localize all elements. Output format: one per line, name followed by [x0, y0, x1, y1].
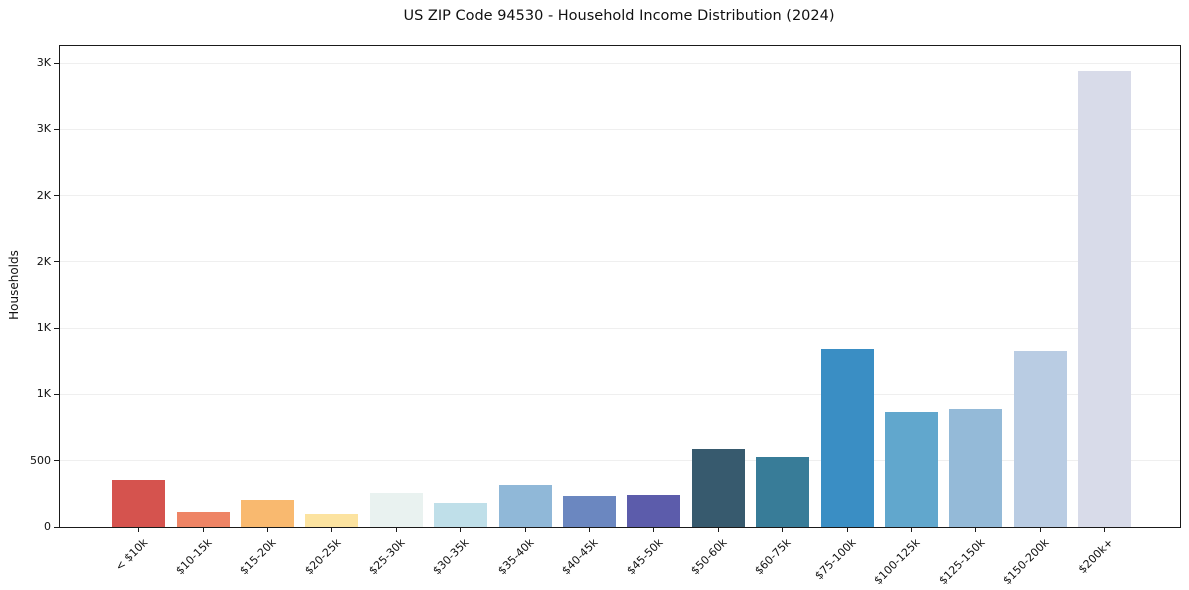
- x-tick-label: $30-35k: [430, 536, 472, 578]
- x-tick-mark: [975, 527, 977, 532]
- x-tick-label: $125-150k: [935, 536, 988, 588]
- x-tick-mark: [911, 527, 912, 532]
- bar: [949, 409, 1003, 527]
- y-tick-mark: [54, 526, 59, 528]
- gridline: [60, 128, 1180, 130]
- x-tick-label: $25-30k: [366, 536, 408, 578]
- bar: [820, 349, 874, 527]
- gridline: [60, 195, 1180, 197]
- x-tick-mark: [1104, 527, 1106, 532]
- y-tick-label: 2K: [36, 188, 51, 202]
- gridline: [60, 460, 1180, 462]
- gridline: [60, 393, 1180, 395]
- y-tick-mark: [54, 327, 59, 329]
- gridline: [60, 261, 1180, 263]
- y-tick-label: 3K: [36, 122, 51, 136]
- x-tick-label: $50-60k: [688, 536, 730, 578]
- x-tick-mark: [267, 527, 268, 532]
- bar: [1078, 71, 1132, 527]
- bar: [756, 456, 810, 527]
- x-tick-label: $40-45k: [559, 536, 601, 578]
- x-tick-label: $60-75k: [752, 536, 794, 578]
- x-tick-mark: [589, 527, 590, 532]
- y-tick-label: 0: [44, 520, 51, 533]
- bar: [241, 499, 294, 527]
- x-tick-label: $200k+: [1075, 536, 1116, 577]
- bar: [627, 495, 681, 527]
- bar: [369, 493, 423, 527]
- x-tick-label: < $10k: [112, 536, 150, 574]
- y-tick-label: 1K: [36, 387, 51, 401]
- y-tick-label: 1K: [36, 321, 51, 335]
- gridline: [60, 62, 1180, 64]
- x-tick-mark: [202, 527, 204, 532]
- x-tick-mark: [653, 527, 655, 532]
- bar: [1013, 351, 1067, 527]
- y-tick-mark: [54, 261, 59, 263]
- bar: [563, 495, 616, 527]
- x-tick-label: $20-25k: [301, 536, 344, 578]
- gridline: [60, 327, 1180, 329]
- x-tick-mark: [1039, 527, 1041, 532]
- x-tick-label: $100-125k: [871, 536, 923, 588]
- x-tick-label: $35-40k: [495, 536, 537, 578]
- y-tick-mark: [54, 393, 59, 395]
- x-tick-mark: [782, 527, 784, 532]
- y-tick-label: 2K: [36, 254, 51, 268]
- y-tick-mark: [54, 460, 59, 462]
- y-tick-label: 3K: [36, 56, 51, 70]
- x-tick-label: $150-200k: [1000, 536, 1052, 588]
- x-tick-mark: [846, 527, 848, 532]
- bar: [498, 485, 552, 527]
- plot-area: 0 500 1K 1K 2K 2K 3K 3K < $10k $10-15k $15-20k $20-…: [30, 45, 1181, 587]
- y-axis-label: Households: [7, 250, 21, 320]
- bar: [885, 411, 938, 527]
- y-tick-mark: [54, 62, 59, 64]
- x-tick-mark: [138, 527, 140, 532]
- x-tick-mark: [331, 527, 333, 532]
- x-tick-label: $10-15k: [173, 536, 215, 578]
- x-tick-mark: [460, 527, 462, 532]
- x-tick-mark: [717, 527, 719, 532]
- bar: [691, 449, 745, 527]
- bar: [112, 479, 166, 527]
- y-tick-mark: [54, 195, 59, 197]
- x-tick-mark: [395, 527, 397, 532]
- chart-title: US ZIP Code 94530 - Household Income Dis…: [403, 8, 835, 24]
- y-tick-mark: [54, 128, 59, 130]
- bar: [305, 513, 359, 527]
- bar: [176, 512, 230, 527]
- x-tick-label: $45-50k: [623, 536, 666, 578]
- x-tick-mark: [524, 527, 526, 532]
- y-tick-label: 500: [30, 453, 51, 467]
- x-tick-label: $75-100k: [812, 536, 859, 583]
- bar: [434, 503, 488, 527]
- x-tick-label: $15-20k: [237, 536, 279, 578]
